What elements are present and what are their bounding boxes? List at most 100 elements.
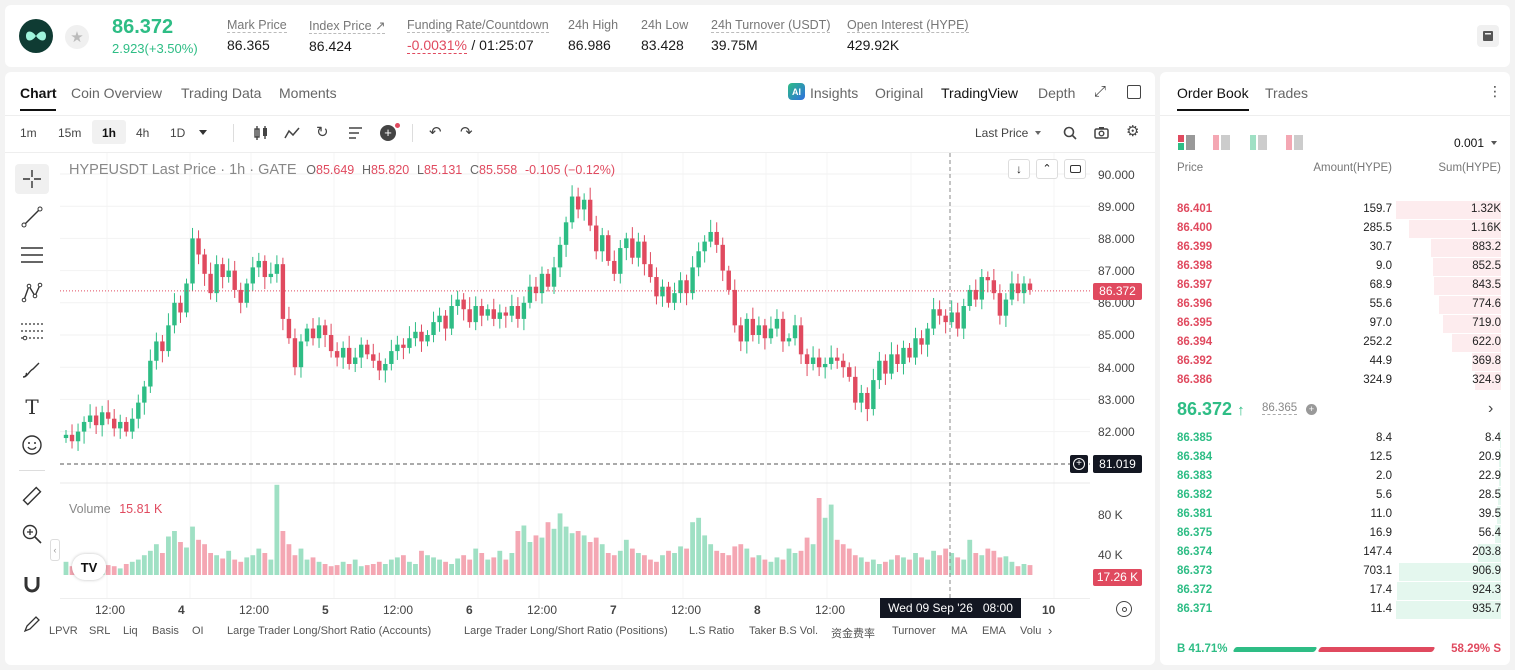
- zoom-tool-icon[interactable]: [15, 519, 49, 549]
- emoji-tool-icon[interactable]: [15, 430, 49, 460]
- maximize-pane-button[interactable]: [1064, 159, 1086, 179]
- tab-trading-data[interactable]: Trading Data: [181, 85, 262, 101]
- time-axis[interactable]: 12:00 4 12:00 5 12:00 6 12:00 7 12:00 8 …: [60, 598, 1090, 622]
- indicator-scroll-right-icon[interactable]: ›: [1048, 623, 1053, 638]
- tab-chart[interactable]: Chart: [20, 85, 57, 101]
- expand-icon[interactable]: ⤢: [1094, 83, 1107, 100]
- undo-icon[interactable]: ↶: [429, 124, 442, 141]
- indicator-ema[interactable]: EMA: [982, 625, 1006, 637]
- tab-order-book[interactable]: Order Book: [1177, 85, 1249, 101]
- ask-row[interactable]: 86.394 252.2 622.0: [1160, 333, 1510, 352]
- mid-mark-price[interactable]: 86.365: [1262, 402, 1298, 415]
- candle-type-icon[interactable]: [253, 125, 269, 146]
- indicator-ma[interactable]: MA: [951, 625, 968, 637]
- bid-row[interactable]: 86.374 147.4 203.8: [1160, 543, 1510, 562]
- favorite-star-icon[interactable]: ★: [65, 25, 89, 49]
- more-menu-icon[interactable]: ⋮: [1488, 83, 1502, 99]
- view-both-icon[interactable]: [1178, 135, 1195, 150]
- view-bids-icon[interactable]: [1250, 135, 1267, 150]
- scroll-down-button[interactable]: ↓: [1008, 159, 1030, 179]
- ask-row[interactable]: 86.400 285.5 1.16K: [1160, 219, 1510, 238]
- timeframe-dropdown-icon[interactable]: [199, 130, 207, 135]
- timeframe-4h[interactable]: 4h: [136, 126, 150, 140]
- precision-select[interactable]: 0.001: [1454, 136, 1485, 150]
- template-icon[interactable]: [348, 126, 363, 145]
- mark-price-stat[interactable]: Mark Price 86.365: [227, 18, 287, 53]
- timeframe-1h-active[interactable]: [92, 120, 126, 144]
- bid-row[interactable]: 86.372 17.4 924.3: [1160, 581, 1510, 600]
- tab-moments[interactable]: Moments: [279, 85, 337, 101]
- bid-row[interactable]: 86.381 11.0 39.5: [1160, 505, 1510, 524]
- indicator-basis[interactable]: Basis: [152, 625, 179, 637]
- precision-chevron-icon[interactable]: [1491, 141, 1497, 145]
- indicators-icon[interactable]: [284, 125, 300, 146]
- ask-row[interactable]: 86.392 44.9 369.8: [1160, 352, 1510, 371]
- turnover-24h-stat[interactable]: 24h Turnover (USDT) 39.75M: [711, 18, 831, 53]
- chart-plot-area[interactable]: [60, 153, 1090, 598]
- ask-row[interactable]: 86.397 68.9 843.5: [1160, 276, 1510, 295]
- crosshair-tool-icon[interactable]: [15, 164, 49, 194]
- tab-trades[interactable]: Trades: [1265, 85, 1309, 101]
- indicator-taker-bs-vol[interactable]: Taker B.S Vol.: [749, 625, 819, 637]
- settings-gear-icon[interactable]: ⚙: [1126, 123, 1140, 140]
- ask-row[interactable]: 86.399 30.7 883.2: [1160, 238, 1510, 257]
- price-type-chevron-icon[interactable]: [1035, 131, 1041, 135]
- bid-row[interactable]: 86.383 2.0 22.9: [1160, 467, 1510, 486]
- indicator-large-trader-accounts[interactable]: Large Trader Long/Short Ratio (Accounts): [227, 625, 432, 637]
- indicator-turnover[interactable]: Turnover: [892, 625, 936, 637]
- ask-row[interactable]: 86.396 55.6 774.6: [1160, 295, 1510, 314]
- indicator-large-trader-positions[interactable]: Large Trader Long/Short Ratio (Positions…: [464, 625, 668, 637]
- bid-row[interactable]: 86.382 5.6 28.5: [1160, 486, 1510, 505]
- indicator-volume[interactable]: Volu: [1020, 625, 1042, 637]
- tab-coin-overview[interactable]: Coin Overview: [71, 85, 163, 101]
- ask-row[interactable]: 86.395 97.0 719.0: [1160, 314, 1510, 333]
- ruler-tool-icon[interactable]: [15, 481, 49, 511]
- horizontal-lines-tool-icon[interactable]: [15, 240, 49, 270]
- bid-row[interactable]: 86.375 16.9 56.4: [1160, 524, 1510, 543]
- add-alert-icon[interactable]: +: [1070, 455, 1088, 473]
- fib-tool-icon[interactable]: [15, 316, 49, 346]
- view-grouped-icon[interactable]: [1286, 135, 1303, 150]
- view-original[interactable]: Original: [875, 85, 924, 101]
- index-price-stat[interactable]: Index Price ↗ 86.424: [309, 18, 386, 54]
- indicator-liq[interactable]: Liq: [123, 625, 138, 637]
- indicator-ls-ratio[interactable]: L.S Ratio: [689, 625, 735, 637]
- window-icon[interactable]: [1127, 85, 1141, 99]
- pattern-tool-icon[interactable]: [15, 278, 49, 308]
- redo-icon[interactable]: ↷: [460, 124, 473, 141]
- insights-button[interactable]: Insights: [810, 85, 859, 101]
- mark-info-icon[interactable]: +: [1306, 404, 1317, 415]
- collapse-legend-button[interactable]: ⌃: [1036, 159, 1058, 179]
- bid-row[interactable]: 86.385 8.4 8.4: [1160, 429, 1510, 448]
- price-axis[interactable]: 90.000 89.000 88.000 87.000 86.000 85.00…: [1090, 153, 1155, 598]
- refresh-icon[interactable]: ↻: [316, 124, 329, 141]
- view-tradingview[interactable]: TradingView: [941, 85, 1019, 101]
- pencil-lock-tool-icon[interactable]: [15, 609, 49, 639]
- scale-settings-icon[interactable]: [1116, 601, 1132, 617]
- mid-price-chevron-icon[interactable]: ›: [1488, 400, 1494, 417]
- bid-row[interactable]: 86.371 11.4 935.7: [1160, 600, 1510, 619]
- timeframe-1m[interactable]: 1m: [20, 126, 37, 140]
- ask-row[interactable]: 86.401 159.7 1.32K: [1160, 200, 1510, 219]
- price-type-select[interactable]: Last Price: [975, 126, 1029, 140]
- book-icon[interactable]: [1477, 25, 1499, 47]
- text-tool-icon[interactable]: T: [25, 395, 39, 419]
- indicator-lpvr[interactable]: LPVR: [49, 625, 78, 637]
- brush-tool-icon[interactable]: [15, 354, 49, 384]
- timeframe-1h[interactable]: 1h: [102, 126, 117, 140]
- view-asks-icon[interactable]: [1213, 135, 1230, 150]
- funding-rate-stat[interactable]: Funding Rate/Countdown -0.0031% / 01:25:…: [407, 18, 549, 55]
- add-indicator-icon[interactable]: +: [380, 125, 396, 141]
- ask-row[interactable]: 86.398 9.0 852.5: [1160, 257, 1510, 276]
- camera-icon[interactable]: [1094, 126, 1109, 144]
- search-icon[interactable]: [1063, 126, 1077, 145]
- timeframe-15m[interactable]: 15m: [58, 126, 82, 140]
- bid-row[interactable]: 86.373 703.1 906.9: [1160, 562, 1510, 581]
- open-interest-stat[interactable]: Open Interest (HYPE) 429.92K: [847, 18, 969, 53]
- trend-line-tool-icon[interactable]: [15, 202, 49, 232]
- indicator-srl[interactable]: SRL: [89, 625, 111, 637]
- timeframe-1d[interactable]: 1D: [170, 126, 186, 140]
- indicator-oi[interactable]: OI: [192, 625, 204, 637]
- indicator-funding-rate[interactable]: 资金费率: [831, 628, 875, 640]
- mid-price[interactable]: 86.372 ↑: [1177, 399, 1245, 420]
